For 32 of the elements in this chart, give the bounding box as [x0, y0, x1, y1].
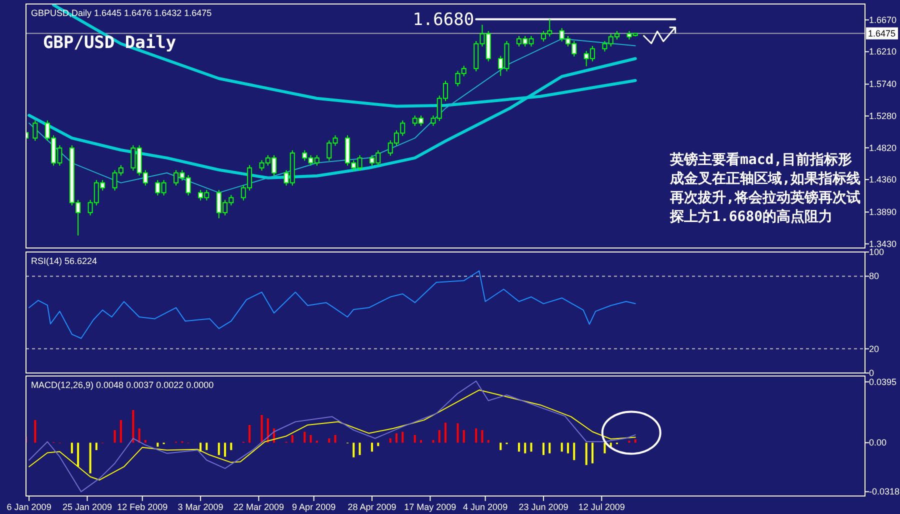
annotation: RSI(14) 56.6224	[31, 256, 98, 266]
y-tick-label: 0.0395	[869, 376, 897, 387]
y-tick-label: 20	[869, 344, 880, 354]
y-tick-label: 1.5280	[869, 110, 897, 121]
y-tick-label: -0.0318	[869, 486, 900, 497]
y-tick-label: 0.00	[869, 438, 887, 448]
y-tick-label: 1.6210	[869, 46, 897, 57]
x-tick-label: 23 Jun 2009	[518, 502, 568, 512]
y-tick-label: 1.6670	[869, 14, 897, 25]
x-tick-label: 25 Jan 2009	[62, 502, 112, 512]
annotation: 1.6680	[412, 10, 474, 30]
y-tick-label: 1.4820	[869, 142, 897, 153]
y-tick-label: 1.4360	[869, 174, 897, 185]
y-tick-label: 1.3430	[869, 238, 897, 249]
text: GBP/USD Daily	[43, 33, 176, 53]
annotation: MACD(12,26,9) 0.0048 0.0037 0.0022 0.0000	[31, 380, 214, 390]
ref-line-label: 1.6475	[868, 28, 896, 38]
x-tick-label: 22 Mar 2009	[233, 502, 284, 512]
x-tick-label: 12 Jul 2009	[578, 502, 625, 512]
x-tick-label: 17 May 2009	[404, 502, 456, 512]
x-tick-label: 3 Mar 2009	[178, 502, 224, 512]
y-tick-label: 0	[869, 368, 874, 378]
x-tick-label: 9 Apr 2009	[292, 502, 336, 512]
y-tick-label: 1.5740	[869, 79, 897, 90]
x-tick-label: 4 Jun 2009	[463, 502, 508, 512]
y-tick-label: 1.3890	[869, 207, 897, 218]
y-tick-label: 80	[869, 271, 880, 282]
x-tick-label: 12 Feb 2009	[117, 502, 168, 512]
x-tick-label: 28 Apr 2009	[348, 502, 396, 512]
y-tick-label: 100	[869, 247, 884, 257]
x-tick-label: 6 Jan 2009	[6, 502, 52, 512]
annotation: 英镑主要看macd,目前指标形成金叉在正轴区域,如果指标线再次拔升,将会拉动英镑再次试探上方1.6680的高点阻力	[669, 151, 860, 225]
